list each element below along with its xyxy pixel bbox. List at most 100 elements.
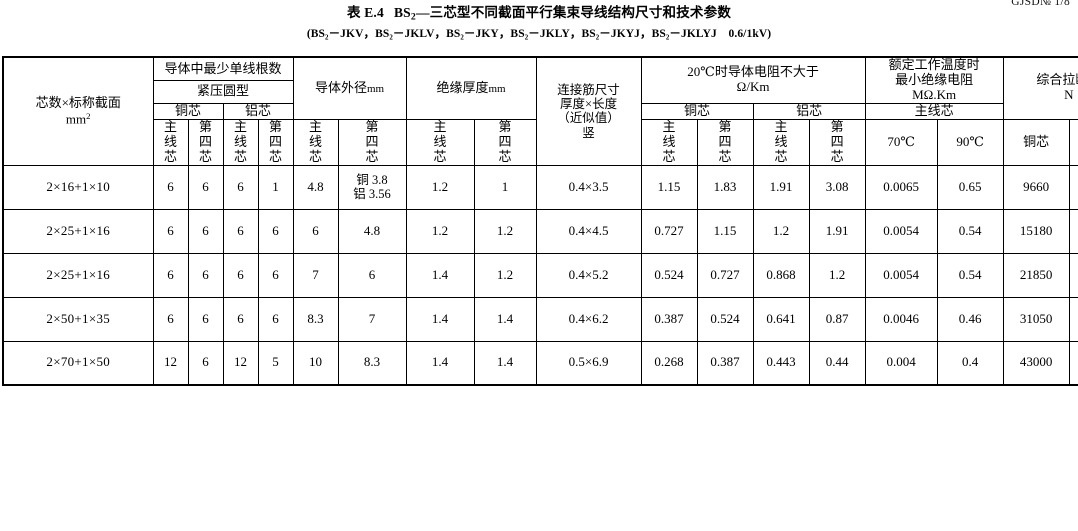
header-insul-res-90c: 90℃	[936, 118, 1004, 166]
header-rib-line4: 竖	[582, 125, 595, 140]
cell-od-fourth: 6	[337, 252, 407, 298]
cell-ir-70: 0.0046	[864, 296, 938, 342]
cell-res-al-main: 1.91	[752, 164, 810, 210]
cell-ins-fourth: 1.2	[473, 208, 537, 254]
header-insul-res-main-core: 主线芯	[864, 102, 1004, 120]
header-insulation-thickness: 绝缘厚度mm	[405, 56, 537, 120]
running-header: GJSD№ 1/8	[1011, 0, 1070, 8]
cell-tensile-al: 5750	[1068, 164, 1078, 210]
header-insulation-thickness-label: 绝缘厚度	[436, 79, 489, 95]
header-resistance-line1: 20℃时导体电阻不大于	[687, 64, 819, 80]
header-strand-cu-fourth: 第 四 芯	[187, 118, 224, 166]
header-strand-al-fourth: 第 四 芯	[257, 118, 294, 166]
header-spec-sup: 2	[86, 110, 91, 121]
header-od-fourth: 第 四 芯	[337, 118, 407, 166]
cell-od-main: 6	[292, 208, 339, 254]
header-spec: 芯数×标称截面 mm2	[2, 56, 154, 166]
cell-strand-al-fourth: 6	[257, 296, 294, 342]
table-row: 2×25+1×16 6 6 6 6 7 6 1.4 1.2 0.4×5.2 0.…	[2, 252, 1078, 298]
cell-strand-cu-fourth: 6	[187, 296, 224, 342]
cell-res-cu-main: 0.727	[640, 208, 698, 254]
cell-od-main: 4.8	[292, 164, 339, 210]
table-title: 表 E.4 BS2—三芯型不同截面平行集束导线结构尺寸和技术参数	[0, 4, 1078, 26]
header-tensile-line2: N	[1064, 87, 1074, 103]
header-res-cu-fourth: 第 四 芯	[696, 118, 754, 166]
header-strand-count: 导体中最少单线根数	[152, 56, 294, 81]
cell-res-al-fourth: 0.87	[808, 296, 866, 342]
cell-od-main: 7	[292, 252, 339, 298]
cell-ir-90: 0.54	[936, 252, 1004, 298]
cell-spec: 2×25+1×16	[2, 208, 154, 254]
cell-strand-al-main: 6	[222, 208, 259, 254]
header-strand-cu-main: 主 线 芯	[152, 118, 189, 166]
cell-od-fourth-al: 铝 3.56	[353, 187, 391, 202]
header-strand-copper: 铜芯	[152, 102, 224, 120]
header-insul-res-line3: MΩ.Km	[912, 86, 957, 102]
header-outer-diameter: 导体外径mm	[292, 56, 407, 120]
header-ins-main: 主 线 芯	[405, 118, 475, 166]
header-row-1: 芯数×标称截面 mm2 导体中最少单线根数 导体外径mm 绝缘厚度mm 连接筋尺…	[2, 56, 1078, 166]
header-spec-line1: 芯数×标称截面	[35, 94, 121, 110]
cell-res-al-main: 0.443	[752, 340, 810, 386]
header-rib-line2: 厚度×长度	[560, 96, 618, 111]
header-res-al-fourth: 第 四 芯	[808, 118, 866, 166]
cell-ir-70: 0.0054	[864, 252, 938, 298]
cell-od-fourth-cu: 铜 3.8	[356, 172, 388, 187]
table-subtitle: (BS₂－JKV，BS₂－JKLV，BS₂－JKY，BS₂－JKLY，BS₂－J…	[306, 28, 772, 41]
cell-ir-90: 0.4	[936, 340, 1004, 386]
cell-spec: 2×50+1×35	[2, 296, 154, 342]
cell-rib: 0.4×5.2	[535, 252, 642, 298]
header-tensile-aluminum: 铝芯	[1068, 118, 1078, 166]
table-row: 2×50+1×35 6 6 6 6 8.3 7 1.4 1.4 0.4×6.2 …	[2, 296, 1078, 342]
cell-strand-cu-fourth: 6	[187, 208, 224, 254]
cell-res-cu-main: 0.268	[640, 340, 698, 386]
cell-rib: 0.4×3.5	[535, 164, 642, 210]
header-insul-res-70c: 70℃	[864, 118, 938, 166]
cell-res-al-main: 0.641	[752, 296, 810, 342]
cell-ir-90: 0.65	[936, 164, 1004, 210]
cell-ins-main: 1.4	[405, 296, 475, 342]
cell-strand-al-main: 6	[222, 296, 259, 342]
header-insul-res-line2: 最小绝缘电阻	[895, 71, 974, 87]
cell-ir-90: 0.54	[936, 208, 1004, 254]
cell-tensile-cu: 15180	[1002, 208, 1070, 254]
header-outer-diameter-label: 导体外径	[314, 79, 367, 95]
cell-res-cu-fourth: 1.83	[696, 164, 754, 210]
cell-ins-fourth: 1	[473, 164, 537, 210]
cell-ins-fourth: 1.4	[473, 340, 537, 386]
cell-strand-cu-main: 12	[152, 340, 189, 386]
cell-od-main: 10	[292, 340, 339, 386]
cell-ins-fourth: 1.4	[473, 296, 537, 342]
header-insulation-thickness-unit: mm	[488, 82, 506, 95]
header-insulation-resistance: 额定工作温度时 最小绝缘电阻 MΩ.Km	[864, 56, 1004, 104]
cell-tensile-al: 26030	[1068, 340, 1078, 386]
cell-ir-90: 0.46	[936, 296, 1004, 342]
cell-res-cu-fourth: 0.727	[696, 252, 754, 298]
cell-strand-cu-fourth: 6	[187, 164, 224, 210]
cell-tensile-al: 9040	[1068, 208, 1078, 254]
cell-od-fourth: 8.3	[337, 340, 407, 386]
header-resistance: 20℃时导体电阻不大于 Ω/Km	[640, 56, 866, 104]
cell-rib: 0.5×6.9	[535, 340, 642, 386]
cell-strand-cu-main: 6	[152, 164, 189, 210]
cell-strand-al-fourth: 5	[257, 340, 294, 386]
cell-ir-70: 0.004	[864, 340, 938, 386]
cell-strand-al-main: 6	[222, 164, 259, 210]
cell-ir-70: 0.0054	[864, 208, 938, 254]
header-ins-fourth: 第 四 芯	[473, 118, 537, 166]
cell-od-main: 8.3	[292, 296, 339, 342]
cell-res-al-fourth: 0.44	[808, 340, 866, 386]
cell-strand-al-fourth: 1	[257, 164, 294, 210]
table-header: 芯数×标称截面 mm2 导体中最少单线根数 导体外径mm 绝缘厚度mm 连接筋尺…	[2, 56, 1078, 166]
cell-od-fourth: 4.8	[337, 208, 407, 254]
cell-tensile-al: 18500	[1068, 296, 1078, 342]
header-rib-line3: （近似值）	[557, 111, 620, 126]
title-text-pre: BS	[393, 5, 411, 20]
cell-res-al-fourth: 1.2	[808, 252, 866, 298]
table-row: 2×25+1×16 6 6 6 6 6 4.8 1.2 1.2 0.4×4.5 …	[2, 208, 1078, 254]
header-tensile-strength: 综合拉断力 N	[1002, 56, 1078, 120]
header-rib-size: 连接筋尺寸 厚度×长度 （近似值） 竖	[535, 56, 642, 166]
header-resistance-aluminum: 铝芯	[752, 102, 866, 120]
table-number: 表 E.4	[346, 5, 384, 20]
